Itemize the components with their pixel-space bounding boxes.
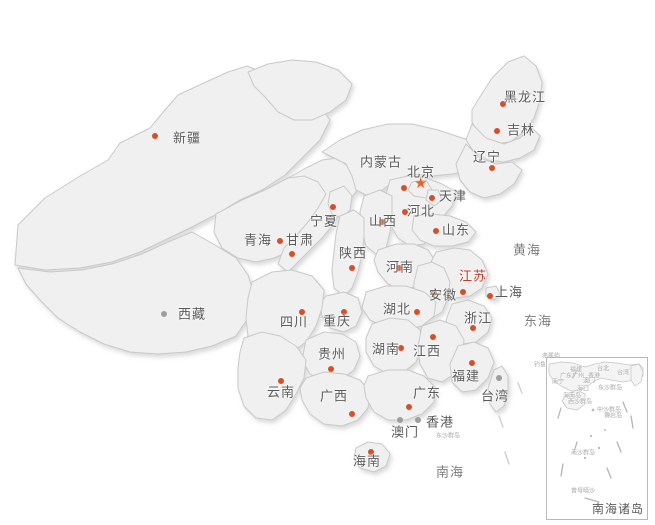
province-marker-dot[interactable] [429,195,435,201]
province-marker-dot[interactable] [398,345,404,351]
island-dots [583,408,611,460]
province-marker-dot[interactable] [161,311,167,317]
province-shapes [14,55,543,473]
province-marker-dot[interactable] [414,309,420,315]
province-marker-dot[interactable] [496,375,502,381]
province-marker-dot[interactable] [494,128,500,134]
province-marker-dot[interactable] [379,219,385,225]
province-marker-dot[interactable] [469,360,475,366]
province-marker-dot[interactable] [396,265,402,271]
province-marker-dot[interactable] [278,378,284,384]
province-marker-dot[interactable] [341,309,347,315]
nine-dash-line [557,369,634,503]
inset-title: 南海诸岛 [591,502,644,516]
province-marker-dot[interactable] [415,417,421,423]
province-marker-dot[interactable] [402,209,408,215]
province-marker-dot[interactable] [460,289,466,295]
province-marker-dot[interactable] [152,133,158,139]
province-marker-dot[interactable] [368,449,374,455]
province-marker-dot[interactable] [487,293,493,299]
province-marker-dot[interactable] [289,251,295,257]
nine-dash-line-marks [498,382,523,465]
province-marker-dot[interactable] [349,265,355,271]
province-marker-dot[interactable] [431,290,437,296]
south-china-sea-inset[interactable]: 福建 台北 台湾 广东 广州 香港 澳门 南宁 海口 东沙群岛 海南岛 西沙群岛 中沙群岛 黄岩岛 南沙群岛… [546,357,648,520]
province-marker-dot[interactable] [349,411,355,417]
province-marker-dot[interactable] [328,366,334,372]
province-marker-dot[interactable] [500,101,506,107]
inset-base-map [548,361,644,503]
province-marker-dot[interactable] [430,334,436,340]
province-marker-dot[interactable] [277,238,283,244]
province-marker-dot[interactable] [433,228,439,234]
province-marker-dot[interactable] [401,185,407,191]
province-marker-dot[interactable] [299,309,305,315]
province-marker-dot[interactable] [489,165,495,171]
province-marker-dot[interactable] [470,325,476,331]
province-marker-dot[interactable] [330,204,336,210]
province-marker-dot[interactable] [397,417,403,423]
province-marker-dot[interactable] [406,404,412,410]
